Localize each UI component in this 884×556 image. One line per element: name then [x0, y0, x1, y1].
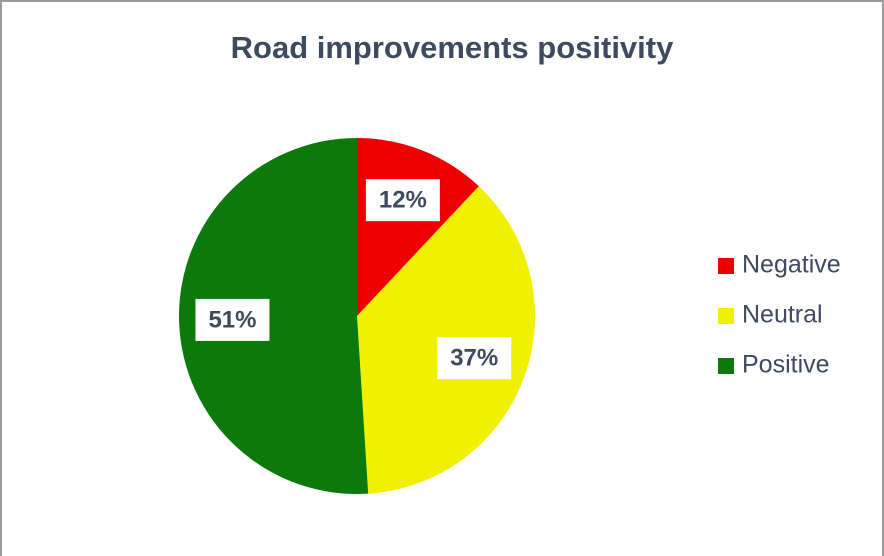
legend-label: Negative: [742, 251, 841, 279]
data-label-box: [365, 179, 440, 222]
legend-label: Positive: [742, 351, 830, 379]
data-label-box: [195, 298, 270, 341]
legend-swatch: [718, 258, 734, 274]
chart-title: Road improvements positivity: [231, 30, 674, 65]
data-label: 37%: [450, 345, 498, 372]
data-label-box: [437, 337, 512, 380]
legend-label: Neutral: [742, 301, 823, 329]
legend-swatch: [718, 308, 734, 324]
data-label: 51%: [208, 306, 256, 333]
legend-swatch: [718, 358, 734, 374]
pie-slice: [178, 138, 369, 494]
data-label: 12%: [379, 186, 427, 213]
